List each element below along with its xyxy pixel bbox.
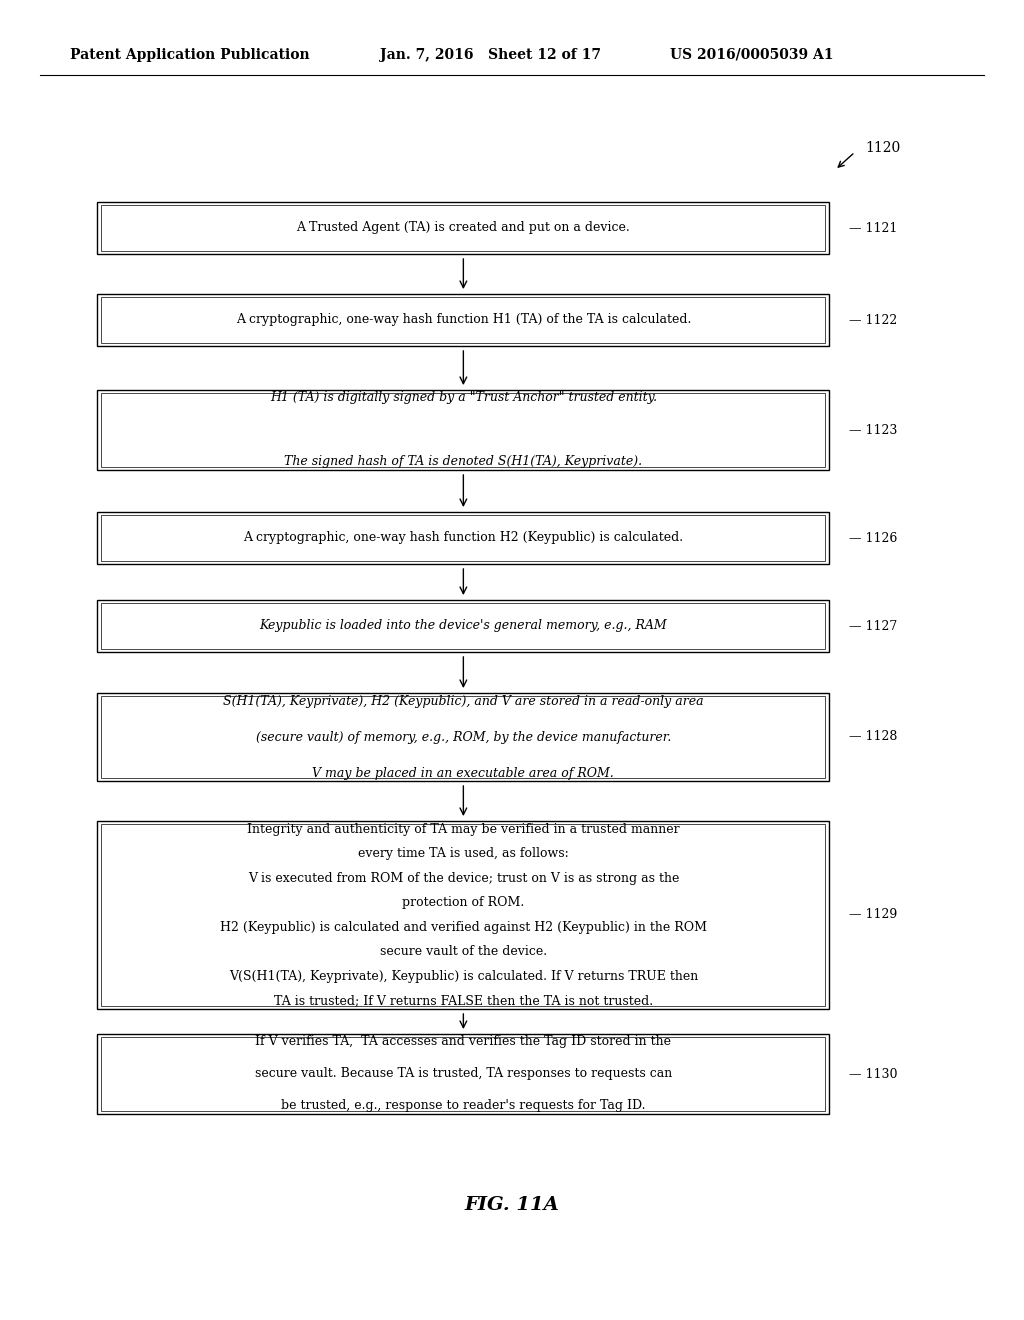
Text: V(S(H1(TA), Keyprivate), Keypublic) is calculated. If V returns TRUE then: V(S(H1(TA), Keyprivate), Keypublic) is c… <box>228 970 698 983</box>
Text: — 1128: — 1128 <box>850 730 898 743</box>
Bar <box>101 824 825 1006</box>
Bar <box>97 389 829 470</box>
Bar <box>101 205 825 251</box>
Bar <box>97 202 829 253</box>
Text: — 1122: — 1122 <box>850 314 898 326</box>
Text: — 1126: — 1126 <box>850 532 898 544</box>
Text: Patent Application Publication: Patent Application Publication <box>70 48 309 62</box>
Text: US 2016/0005039 A1: US 2016/0005039 A1 <box>670 48 834 62</box>
Text: — 1121: — 1121 <box>850 222 898 235</box>
Text: — 1130: — 1130 <box>850 1068 898 1081</box>
Text: — 1123: — 1123 <box>850 424 898 437</box>
Bar <box>101 297 825 343</box>
Text: A Trusted Agent (TA) is created and put on a device.: A Trusted Agent (TA) is created and put … <box>297 222 630 235</box>
Bar <box>101 393 825 467</box>
Text: be trusted, e.g., response to reader's requests for Tag ID.: be trusted, e.g., response to reader's r… <box>282 1100 645 1113</box>
Text: V may be placed in an executable area of ROM.: V may be placed in an executable area of… <box>312 767 614 780</box>
Text: — 1129: — 1129 <box>850 908 898 921</box>
Bar <box>97 1034 829 1114</box>
Bar <box>101 1038 825 1111</box>
Text: — 1127: — 1127 <box>850 619 898 632</box>
Text: TA is trusted; If V returns FALSE then the TA is not trusted.: TA is trusted; If V returns FALSE then t… <box>273 994 653 1007</box>
Text: A cryptographic, one-way hash function H2 (Keypublic) is calculated.: A cryptographic, one-way hash function H… <box>244 532 683 544</box>
Text: 1120: 1120 <box>865 141 900 154</box>
Bar <box>97 601 829 652</box>
Text: If V verifies TA,  TA accesses and verifies the Tag ID stored in the: If V verifies TA, TA accesses and verifi… <box>255 1035 672 1048</box>
Text: H1 (TA) is digitally signed by a "Trust Anchor" trusted entity.: H1 (TA) is digitally signed by a "Trust … <box>269 392 657 404</box>
Bar <box>101 515 825 561</box>
Text: secure vault of the device.: secure vault of the device. <box>380 945 547 958</box>
Text: The signed hash of TA is denoted S(H1(TA), Keyprivate).: The signed hash of TA is denoted S(H1(TA… <box>285 455 642 469</box>
Text: protection of ROM.: protection of ROM. <box>402 896 524 909</box>
Bar <box>97 294 829 346</box>
Text: Keypublic is loaded into the device's general memory, e.g., RAM: Keypublic is loaded into the device's ge… <box>259 619 668 632</box>
Text: Jan. 7, 2016   Sheet 12 of 17: Jan. 7, 2016 Sheet 12 of 17 <box>380 48 601 62</box>
Text: S(H1(TA), Keyprivate), H2 (Keypublic), and V are stored in a read-only area: S(H1(TA), Keyprivate), H2 (Keypublic), a… <box>223 694 703 708</box>
Bar <box>97 821 829 1008</box>
Text: secure vault. Because TA is trusted, TA responses to requests can: secure vault. Because TA is trusted, TA … <box>255 1068 672 1081</box>
Text: FIG. 11A: FIG. 11A <box>465 1196 559 1214</box>
Bar <box>101 696 825 777</box>
Bar <box>101 603 825 649</box>
Text: every time TA is used, as follows:: every time TA is used, as follows: <box>358 847 568 861</box>
Bar <box>97 693 829 781</box>
Text: H2 (Keypublic) is calculated and verified against H2 (Keypublic) in the ROM: H2 (Keypublic) is calculated and verifie… <box>220 921 707 933</box>
Text: (secure vault) of memory, e.g., ROM, by the device manufacturer.: (secure vault) of memory, e.g., ROM, by … <box>256 730 671 743</box>
Text: A cryptographic, one-way hash function H1 (TA) of the TA is calculated.: A cryptographic, one-way hash function H… <box>236 314 691 326</box>
Text: Integrity and authenticity of TA may be verified in a trusted manner: Integrity and authenticity of TA may be … <box>247 822 680 836</box>
Text: V is executed from ROM of the device; trust on V is as strong as the: V is executed from ROM of the device; tr… <box>248 871 679 884</box>
Bar <box>97 512 829 564</box>
